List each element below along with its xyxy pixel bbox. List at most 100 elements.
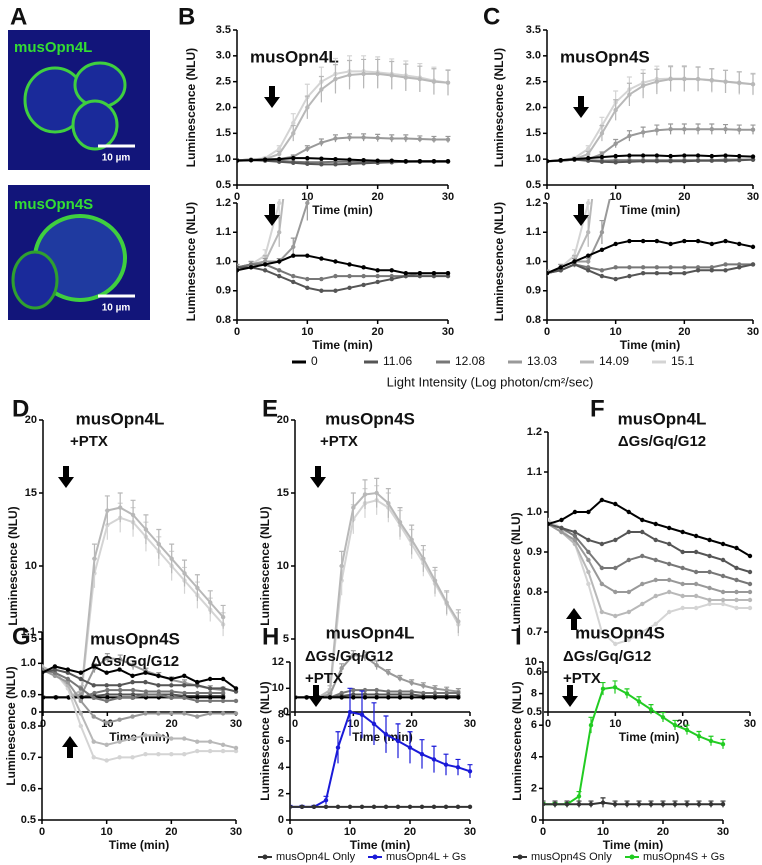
chart-title: musOpn4S (560, 47, 650, 66)
marker (682, 265, 687, 270)
marker (613, 641, 618, 647)
series-line (547, 263, 753, 275)
marker (750, 157, 756, 162)
marker (409, 695, 414, 700)
marker (277, 259, 282, 264)
marker (327, 695, 333, 700)
marker (195, 748, 200, 754)
marker (339, 563, 344, 569)
marker (655, 96, 659, 100)
marker (117, 683, 122, 688)
marker (195, 714, 200, 719)
marker (612, 802, 618, 807)
marker (323, 804, 329, 810)
marker (640, 517, 645, 523)
marker (558, 158, 563, 163)
marker (627, 238, 632, 244)
marker (105, 655, 110, 661)
series-line (237, 157, 448, 163)
marker (588, 802, 594, 807)
panel-letter: F (590, 395, 605, 422)
x-tick-label: 10 (609, 718, 621, 730)
marker (220, 748, 226, 754)
marker (383, 804, 389, 810)
marker (720, 573, 726, 579)
arrow (264, 204, 280, 226)
panel-letter: C (483, 3, 500, 30)
chart-subtitle: +PTX (70, 433, 108, 450)
marker (627, 153, 632, 158)
marker (599, 629, 605, 635)
marker (319, 156, 324, 161)
marker (696, 802, 702, 807)
marker (707, 537, 712, 543)
marker (339, 666, 344, 671)
marker (351, 695, 356, 700)
marker (586, 259, 591, 264)
y-tick-label: 5 (283, 633, 289, 645)
marker (156, 673, 161, 679)
marker (333, 76, 338, 82)
panel-letter: H (262, 623, 279, 650)
marker (653, 537, 658, 543)
marker (696, 734, 702, 739)
marker (371, 721, 377, 727)
legend-label: 11.06 (383, 354, 412, 368)
y-tick-label: 0.5 (216, 179, 231, 191)
marker (195, 679, 200, 685)
marker (599, 230, 605, 235)
marker (431, 804, 437, 810)
marker (169, 752, 174, 757)
marker (668, 241, 673, 247)
x-tick-label: 20 (404, 826, 416, 838)
marker (640, 553, 645, 559)
legend-marker (517, 854, 523, 860)
series-line (237, 72, 449, 162)
marker (445, 271, 451, 276)
marker (613, 172, 617, 176)
series-line (548, 523, 751, 585)
marker (130, 714, 135, 719)
marker (654, 79, 660, 84)
plot-area (547, 65, 756, 165)
marker (737, 153, 742, 159)
y-tick-label: 20 (25, 414, 37, 426)
marker (65, 676, 71, 682)
marker (737, 158, 742, 163)
marker (641, 107, 645, 111)
y-axis-label: Luminescence (NLU) (510, 681, 524, 800)
marker (182, 695, 187, 700)
marker (91, 755, 96, 760)
marker (117, 755, 122, 760)
marker (105, 687, 110, 693)
marker (291, 253, 296, 258)
marker (386, 670, 391, 675)
marker (720, 557, 726, 563)
y-tick-label: 2.5 (216, 76, 231, 88)
marker (220, 742, 226, 747)
legend-label: 14.09 (599, 354, 629, 368)
marker (640, 130, 646, 135)
marker (375, 273, 380, 279)
marker (750, 127, 756, 132)
x-tick-label: 0 (540, 826, 546, 838)
marker (720, 601, 726, 607)
marker (737, 80, 742, 85)
marker (564, 802, 570, 807)
marker (547, 271, 550, 276)
marker (421, 683, 426, 688)
marker (333, 259, 338, 264)
x-axis-label: Time (min) (312, 203, 372, 217)
marker (654, 238, 660, 244)
marker (117, 695, 122, 700)
marker (361, 273, 366, 279)
marker (640, 238, 646, 244)
marker (668, 265, 673, 270)
marker (52, 667, 58, 672)
marker (117, 667, 122, 672)
marker (708, 738, 714, 744)
marker (559, 529, 564, 535)
marker (182, 683, 187, 688)
marker (409, 537, 414, 542)
marker (105, 695, 110, 700)
